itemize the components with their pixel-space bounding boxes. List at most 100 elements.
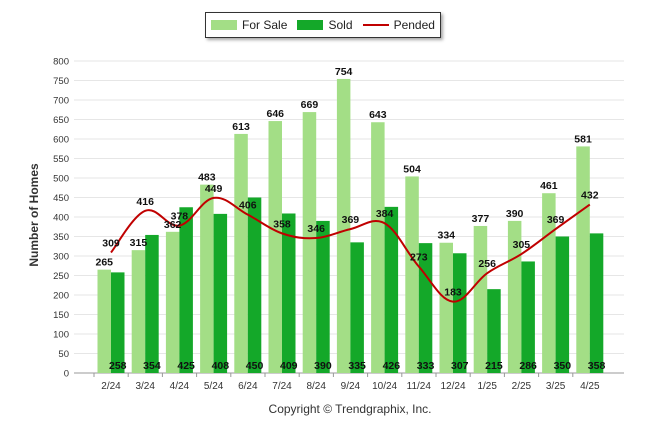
bar-for-sale: [439, 242, 453, 373]
y-tick-label: 150: [53, 310, 69, 321]
y-tick-label: 50: [58, 349, 69, 360]
x-tick-label: 12/24: [440, 381, 465, 392]
bar-sold: [589, 233, 604, 373]
legend-item-sold[interactable]: Sold: [297, 18, 353, 32]
x-tick-label: 11/24: [407, 381, 432, 392]
y-tick-label: 600: [53, 135, 69, 146]
x-tick-label: 8/24: [306, 381, 326, 392]
bar-sold: [145, 234, 159, 373]
legend-item-pended[interactable]: Pended: [362, 18, 435, 32]
data-label-sold: 335: [348, 360, 366, 372]
x-tick-label: 7/24: [272, 381, 292, 392]
y-tick-label: 500: [53, 174, 69, 185]
x-tick-label: 3/25: [546, 381, 566, 392]
data-label-for-sale: 483: [198, 172, 216, 184]
data-label-sold: 408: [212, 360, 230, 372]
data-label-pended: 378: [171, 211, 189, 223]
bar-sold: [179, 207, 193, 373]
data-label-pended: 449: [205, 183, 223, 195]
y-tick-label: 650: [53, 115, 69, 126]
bar-for-sale: [97, 269, 111, 373]
bar-for-sale: [473, 225, 488, 373]
bars: [97, 78, 604, 373]
y-tick-label: 100: [53, 330, 69, 341]
bar-for-sale: [336, 78, 351, 373]
bar-sold: [521, 261, 535, 373]
data-label-sold: 409: [280, 360, 298, 372]
data-label-pended: 432: [581, 190, 599, 202]
x-tick-label: 4/24: [170, 381, 190, 392]
data-label-for-sale: 334: [437, 230, 455, 242]
bar-sold: [487, 289, 501, 373]
x-axis: 2/24 3/24 4/24 5/24 6/24 7/24 8/24 9/24 10/24 11/…: [93, 373, 600, 392]
bar-for-sale: [576, 146, 590, 373]
bar-sold: [316, 220, 330, 373]
bar-sold: [282, 213, 296, 373]
x-tick-label: 10/24: [372, 381, 397, 392]
data-label-for-sale: 643: [369, 109, 387, 121]
y-tick-label: 350: [53, 232, 69, 243]
data-label-sold: 307: [451, 360, 469, 372]
y-axis-title: Number of Homes: [27, 163, 41, 267]
bar-sold: [247, 197, 262, 373]
legend-swatch-pended: [362, 24, 389, 26]
data-label-pended: 384: [376, 208, 394, 220]
bar-for-sale: [302, 112, 317, 373]
data-label-sold: 426: [383, 360, 401, 372]
bar-for-sale: [542, 193, 556, 373]
data-label-for-sale: 754: [335, 66, 353, 78]
legend-item-for-sale[interactable]: For Sale: [211, 18, 287, 32]
data-label-pended: 305: [513, 239, 531, 251]
legend-swatch-for-sale: [211, 20, 238, 30]
data-label-pended: 416: [136, 196, 154, 208]
bar-sold: [555, 236, 570, 373]
x-tick-label: 4/25: [580, 381, 600, 392]
y-tick-label: 550: [53, 154, 69, 165]
bar-for-sale: [165, 231, 180, 373]
legend-label-for-sale: For Sale: [242, 18, 288, 32]
x-tick-label: 5/24: [204, 381, 224, 392]
data-label-pended: 369: [342, 214, 360, 226]
data-label-for-sale: 669: [301, 99, 319, 111]
bar-sold: [350, 242, 364, 373]
data-label-pended: 273: [410, 252, 428, 264]
y-tick-label: 400: [53, 213, 69, 224]
y-axis: 0 50 100 150 200 250 300 350 400 450 500 550 600 650 7…: [53, 57, 69, 380]
x-tick-label: 1/25: [477, 381, 497, 392]
bar-sold: [111, 272, 125, 373]
x-tick-label: 2/25: [512, 381, 532, 392]
legend-label-pended: Pended: [393, 18, 435, 32]
data-label-sold: 333: [417, 360, 435, 372]
data-label-sold: 390: [314, 360, 332, 372]
y-tick-label: 700: [53, 96, 69, 107]
x-tick-label: 9/24: [341, 381, 361, 392]
y-tick-label: 0: [64, 369, 69, 380]
legend-swatch-sold: [297, 20, 324, 30]
data-label-pended: 309: [102, 237, 120, 249]
bar-for-sale: [405, 176, 419, 373]
data-label-pended: 346: [307, 223, 325, 235]
data-label-sold: 425: [177, 360, 195, 372]
data-label-pended: 183: [444, 287, 462, 299]
data-label-for-sale: 315: [130, 237, 148, 249]
y-tick-label: 250: [53, 271, 69, 282]
data-label-sold: 286: [519, 360, 537, 372]
bar-sold: [384, 206, 399, 373]
data-label-sold: 354: [143, 360, 161, 372]
y-tick-label: 800: [53, 57, 69, 68]
bar-sold: [418, 243, 433, 373]
data-label-for-sale: 581: [574, 133, 592, 145]
bar-for-sale: [268, 121, 282, 373]
y-tick-label: 200: [53, 291, 69, 302]
data-label-sold: 215: [485, 360, 503, 372]
data-label-sold: 358: [588, 360, 606, 372]
data-label-pended: 256: [478, 258, 496, 270]
data-label-pended: 406: [239, 200, 257, 212]
bar-for-sale: [371, 122, 385, 373]
data-label-for-sale: 390: [506, 208, 524, 220]
data-label-for-sale: 504: [403, 163, 421, 175]
y-tick-label: 750: [53, 76, 69, 87]
y-tick-label: 300: [53, 252, 69, 263]
data-label-for-sale: 461: [540, 180, 558, 192]
data-label-for-sale: 646: [266, 108, 284, 120]
